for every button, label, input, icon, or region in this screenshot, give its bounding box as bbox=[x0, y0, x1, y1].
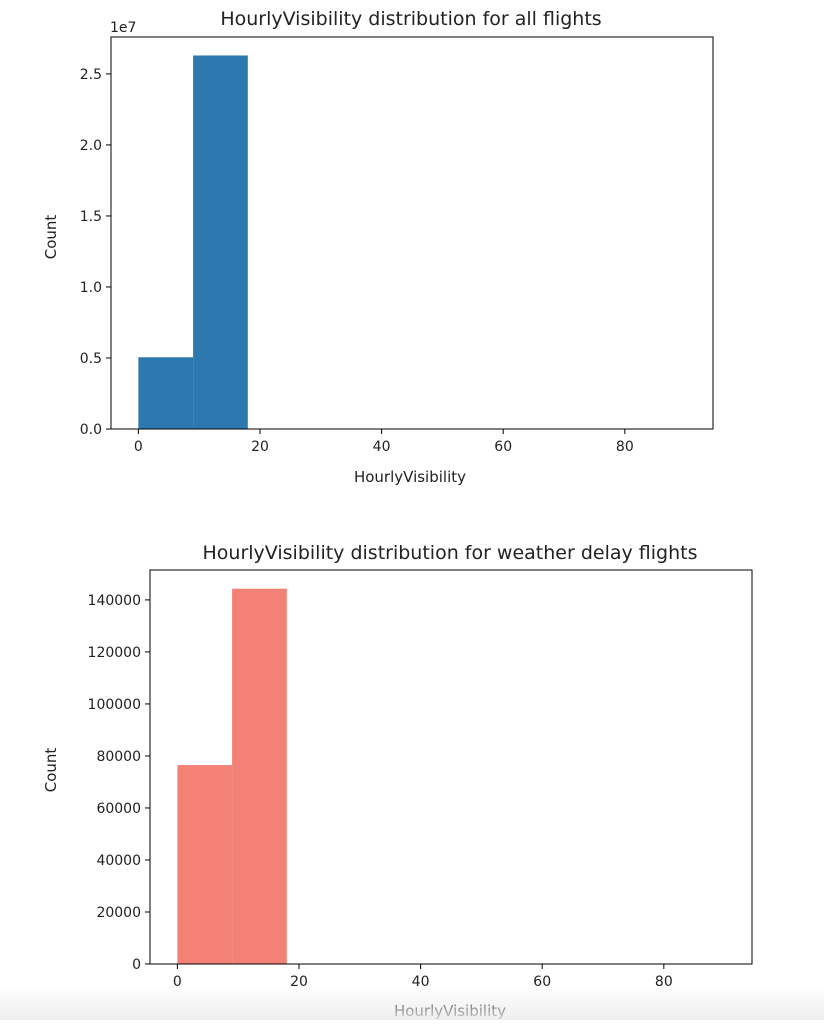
y-axis-ticks: 0.0 0.5 1.0 1.5 2.0 2.5 bbox=[80, 67, 111, 438]
x-tick-label: 0 bbox=[173, 974, 182, 990]
y-tick-label: 40000 bbox=[96, 853, 141, 869]
chart-all-flights: HourlyVisibility distribution for all fl… bbox=[42, 8, 714, 486]
bars bbox=[138, 55, 248, 429]
y-tick-label: 100000 bbox=[88, 697, 141, 713]
y-tick-label: 120000 bbox=[88, 645, 141, 661]
y-tick-label: 0 bbox=[132, 957, 141, 973]
histogram-bar bbox=[138, 357, 194, 429]
y-tick-label: 0.5 bbox=[80, 351, 102, 367]
x-tick-label: 40 bbox=[373, 439, 391, 455]
histogram-bar bbox=[193, 55, 248, 429]
plot-area-frame bbox=[110, 36, 714, 430]
chart-title: HourlyVisibility distribution for weathe… bbox=[203, 542, 698, 564]
bars bbox=[177, 588, 287, 964]
y-tick-label: 80000 bbox=[96, 749, 141, 765]
x-axis-ticks: 0 20 40 60 80 bbox=[173, 964, 673, 990]
chart-weather-delay-flights: HourlyVisibility distribution for weathe… bbox=[42, 542, 753, 1020]
histogram-bar bbox=[232, 588, 287, 964]
y-tick-label: 0.0 bbox=[80, 422, 102, 438]
x-tick-label: 0 bbox=[134, 439, 143, 455]
y-tick-label: 60000 bbox=[96, 801, 141, 817]
x-axis-label: HourlyVisibility bbox=[394, 1002, 506, 1020]
y-axis-label: Count bbox=[42, 748, 60, 793]
y-offset-label: 1e7 bbox=[110, 20, 136, 36]
x-tick-label: 60 bbox=[533, 974, 551, 990]
x-tick-label: 80 bbox=[655, 974, 673, 990]
y-tick-label: 140000 bbox=[88, 593, 141, 609]
y-axis-label: Count bbox=[42, 215, 60, 260]
y-tick-label: 1.5 bbox=[80, 209, 102, 225]
plot-area-frame bbox=[149, 569, 753, 965]
x-axis-ticks: 0 20 40 60 80 bbox=[134, 429, 634, 455]
chart-title: HourlyVisibility distribution for all fl… bbox=[220, 8, 601, 30]
x-tick-label: 20 bbox=[290, 974, 308, 990]
x-tick-label: 40 bbox=[412, 974, 430, 990]
y-tick-label: 2.5 bbox=[80, 67, 102, 83]
x-tick-label: 20 bbox=[251, 439, 269, 455]
histogram-bar bbox=[177, 765, 233, 964]
x-tick-label: 60 bbox=[494, 439, 512, 455]
x-axis-label: HourlyVisibility bbox=[354, 468, 466, 486]
y-tick-label: 20000 bbox=[96, 905, 141, 921]
y-axis-ticks: 0 20000 40000 60000 80000 100000 120000 140000 bbox=[88, 593, 150, 973]
y-tick-label: 2.0 bbox=[80, 138, 102, 154]
y-tick-label: 1.0 bbox=[80, 280, 102, 296]
x-tick-label: 80 bbox=[616, 439, 634, 455]
